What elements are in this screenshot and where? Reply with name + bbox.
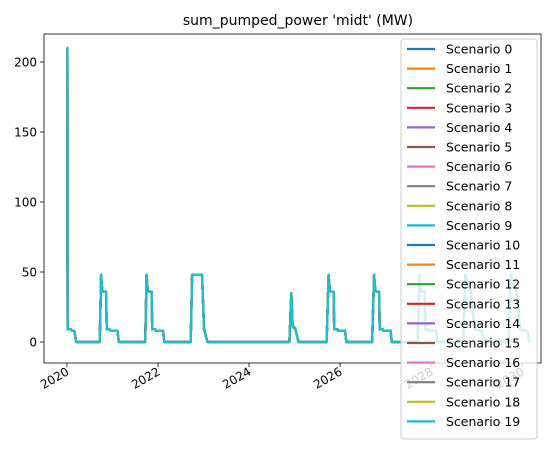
x-tick-label: 2020 [38, 364, 71, 391]
legend-label-scenario-6: Scenario 6 [446, 159, 512, 174]
legend-label-scenario-9: Scenario 9 [446, 218, 512, 233]
legend-label-scenario-3: Scenario 3 [446, 100, 512, 115]
legend-label-scenario-12: Scenario 12 [446, 277, 520, 292]
x-tick-label: 2022 [129, 364, 162, 391]
legend-frame [400, 38, 538, 440]
x-tick-label: 2026 [311, 364, 344, 391]
legend-label-scenario-2: Scenario 2 [446, 81, 512, 96]
chart-title: sum_pumped_power 'midt' (MW) [183, 13, 413, 29]
legend-label-scenario-15: Scenario 15 [446, 336, 520, 351]
legend-label-scenario-11: Scenario 11 [446, 257, 520, 272]
y-tick-label: 150 [14, 126, 37, 140]
x-tick-label: 2024 [220, 364, 253, 391]
y-tick-label: 100 [14, 196, 37, 210]
legend-label-scenario-14: Scenario 14 [446, 316, 520, 331]
legend-label-scenario-7: Scenario 7 [446, 179, 512, 194]
legend-label-scenario-16: Scenario 16 [446, 355, 520, 370]
legend-label-scenario-4: Scenario 4 [446, 120, 512, 135]
legend-label-scenario-19: Scenario 19 [446, 414, 520, 429]
legend-label-scenario-0: Scenario 0 [446, 42, 512, 57]
y-tick-label: 0 [29, 336, 37, 350]
legend-label-scenario-18: Scenario 18 [446, 394, 520, 409]
legend: Scenario 0 Scenario 1 Scenario 2 Scenario 3… [400, 38, 538, 440]
legend-label-scenario-8: Scenario 8 [446, 198, 512, 213]
legend-label-scenario-5: Scenario 5 [446, 140, 512, 155]
plot-frame [43, 33, 542, 364]
legend-label-scenario-13: Scenario 13 [446, 296, 520, 311]
legend-label-scenario-17: Scenario 17 [446, 375, 520, 390]
y-tick-label: 200 [14, 56, 37, 70]
legend-label-scenario-10: Scenario 10 [446, 238, 520, 253]
y-tick-label: 50 [22, 266, 37, 280]
legend-label-scenario-1: Scenario 1 [446, 61, 512, 76]
